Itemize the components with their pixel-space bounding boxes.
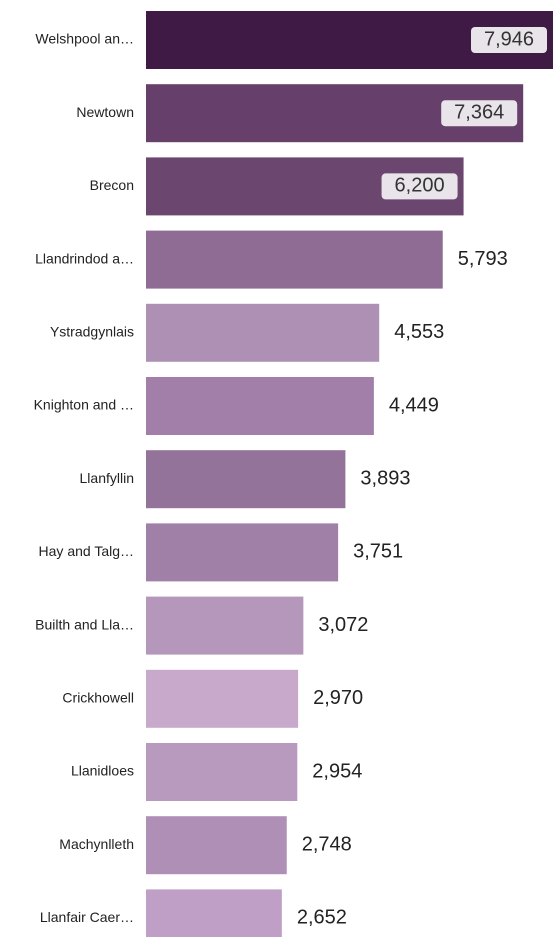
category-label: Knighton and … [34, 397, 134, 413]
bar[interactable] [146, 816, 287, 875]
category-label: Crickhowell [62, 690, 134, 706]
data-label: 3,751 [353, 541, 403, 563]
data-label: 2,954 [312, 760, 362, 782]
category-label: Newtown [76, 104, 134, 120]
data-label: 4,449 [389, 394, 439, 416]
data-label: 6,200 [395, 175, 445, 197]
data-label-background [471, 27, 547, 53]
bar[interactable] [146, 523, 339, 582]
category-label: Llanfair Caer… [40, 909, 134, 925]
data-label: 2,970 [313, 687, 363, 709]
category-label: Welshpool an… [35, 31, 134, 47]
category-label: Llanidloes [71, 763, 134, 779]
data-label: 7,364 [454, 101, 504, 123]
data-label: 3,072 [318, 614, 368, 636]
data-label: 3,893 [360, 467, 410, 489]
data-label: 2,652 [297, 907, 347, 929]
data-label: 4,553 [394, 321, 444, 343]
category-label: Machynlleth [59, 836, 134, 852]
category-label: Ystradgynlais [50, 324, 134, 340]
bar[interactable] [146, 377, 374, 435]
bar[interactable] [146, 889, 282, 937]
category-label: Hay and Talg… [39, 543, 134, 559]
bar[interactable] [146, 743, 298, 801]
category-label: Llanfyllin [80, 470, 134, 486]
category-label: Llandrindod a… [35, 250, 134, 266]
bar[interactable] [146, 596, 304, 655]
category-label: Builth and Lla… [35, 616, 134, 632]
category-label: Brecon [90, 177, 134, 193]
data-label-background [441, 100, 518, 127]
data-label: 5,793 [458, 248, 508, 270]
data-label: 2,748 [302, 833, 352, 855]
bar[interactable] [146, 230, 443, 289]
bar[interactable] [146, 303, 380, 362]
bar[interactable] [146, 669, 299, 728]
bar[interactable] [146, 450, 346, 509]
data-label-background [381, 173, 458, 200]
data-label: 7,946 [484, 28, 534, 50]
